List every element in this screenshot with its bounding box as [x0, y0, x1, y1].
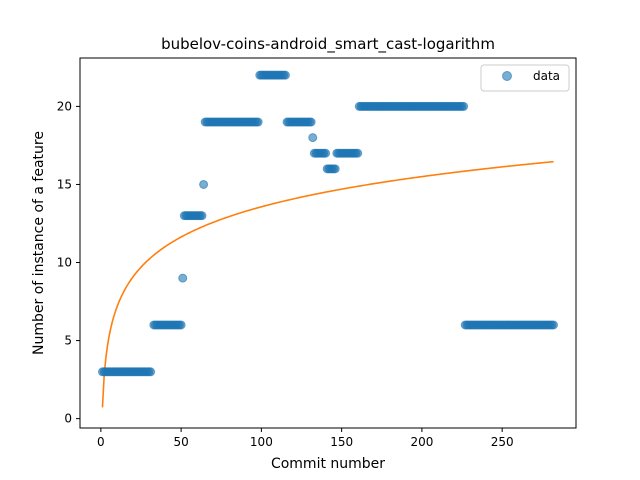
x-axis-ticks: 0 50 100 150 200 250 [97, 428, 514, 449]
data-point [197, 211, 207, 221]
x-tick-label: 250 [491, 435, 514, 449]
data-points-layer [97, 70, 559, 377]
x-axis-label: Commit number [271, 456, 385, 472]
x-tick-label: 50 [173, 435, 188, 449]
fit-curve-layer [101, 160, 554, 408]
data-point [253, 117, 263, 127]
data-point [459, 101, 469, 111]
x-tick-label: 150 [330, 435, 353, 449]
data-point [280, 70, 290, 80]
y-tick-label: 5 [64, 334, 72, 348]
legend: data [480, 64, 570, 92]
plot-area [79, 57, 577, 429]
fit-curve [101, 160, 554, 408]
y-tick-label: 15 [57, 177, 72, 191]
y-tick-label: 20 [57, 99, 72, 113]
data-point [308, 133, 318, 143]
y-axis-ticks: 0 5 10 15 20 [57, 99, 80, 426]
data-point [330, 164, 340, 174]
data-point [549, 320, 559, 330]
y-axis-label: Number of instance of a feature [31, 131, 47, 355]
legend-label-data: data [533, 69, 560, 83]
data-point [146, 367, 156, 377]
y-tick-label: 0 [64, 412, 72, 426]
legend-marker-data [502, 71, 512, 81]
data-point [199, 179, 209, 189]
chart-title: bubelov-coins-android_smart_cast-logarit… [161, 35, 495, 54]
data-point [353, 148, 363, 158]
data-point [178, 273, 188, 283]
x-tick-label: 100 [250, 435, 273, 449]
x-tick-label: 0 [97, 435, 105, 449]
y-tick-label: 10 [57, 256, 72, 270]
data-point [306, 117, 316, 127]
x-tick-label: 200 [410, 435, 433, 449]
data-point [321, 148, 331, 158]
legend-box [480, 64, 570, 92]
data-point [176, 320, 186, 330]
